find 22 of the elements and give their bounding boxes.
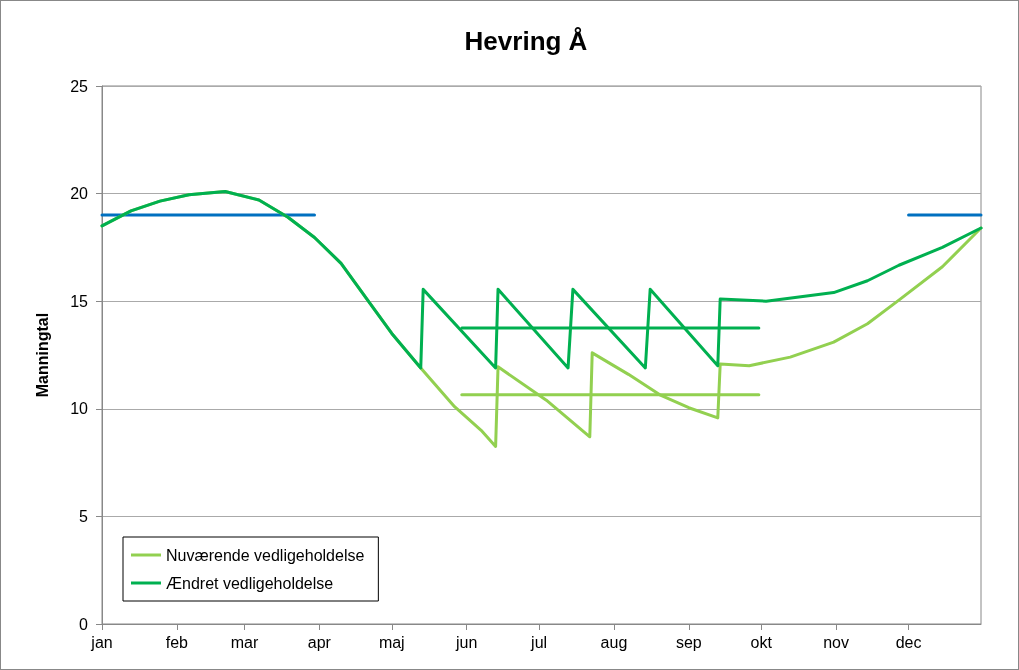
legend-label: Nuværende vedligeholdelse: [166, 546, 365, 564]
y-tick-label: 20: [70, 185, 89, 203]
x-tick-label: maj: [378, 633, 405, 651]
y-tick-label: 15: [70, 292, 89, 310]
y-tick-label: 10: [70, 400, 89, 418]
x-tick-label: apr: [307, 633, 332, 651]
x-tick-label: jul: [530, 633, 548, 651]
y-tick-label: 5: [79, 507, 89, 525]
x-tick-label: nov: [823, 633, 850, 651]
x-tick-label: jan: [90, 633, 113, 651]
x-tick-label: aug: [600, 633, 628, 651]
x-tick-label: mar: [230, 633, 259, 651]
legend-label: Ændret vedligeholdelse: [166, 574, 334, 592]
y-tick-label: 0: [79, 615, 89, 633]
x-tick-label: okt: [750, 633, 773, 651]
chart-title: Hevring Å: [464, 26, 588, 56]
x-tick-label: feb: [165, 633, 189, 651]
y-axis-title: Manningtal: [33, 312, 51, 398]
x-tick-label: jun: [454, 633, 478, 651]
y-tick-label: 25: [70, 77, 89, 95]
x-tick-label: dec: [895, 633, 922, 651]
x-tick-label: sep: [675, 633, 702, 651]
